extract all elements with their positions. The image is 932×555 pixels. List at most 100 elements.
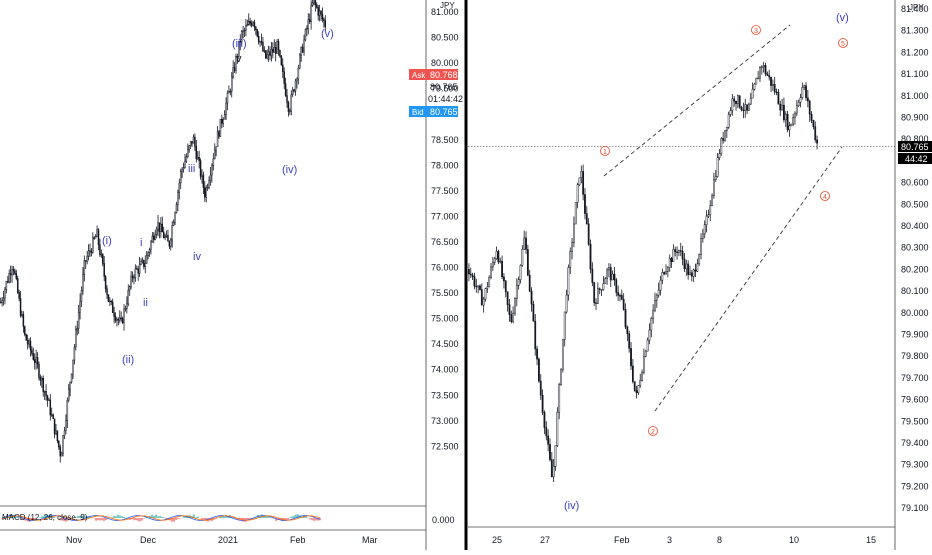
candle-body — [521, 248, 524, 266]
candle-body — [32, 353, 35, 360]
macd-signal-line — [1, 515, 321, 521]
candle-body — [711, 195, 713, 206]
candle-body — [12, 269, 15, 272]
candle-body — [196, 157, 199, 160]
candle-body — [215, 146, 217, 151]
bid-label: Bid — [412, 108, 424, 117]
channel-lower-line[interactable] — [654, 146, 843, 412]
candle-body — [506, 291, 509, 305]
candle-body — [280, 55, 283, 66]
wave-marker-2-text: 2 — [651, 429, 655, 436]
candle-body — [9, 273, 12, 276]
candle-body — [219, 118, 222, 137]
candle-body — [589, 243, 592, 270]
candle-body — [230, 76, 233, 92]
candle-body — [701, 233, 704, 239]
candle-body — [211, 165, 213, 176]
candle-body — [179, 171, 182, 184]
channel-upper-line[interactable] — [603, 24, 791, 177]
bid-price: 80.765 — [430, 107, 458, 117]
candle-body — [262, 41, 264, 52]
candle-body — [235, 56, 237, 71]
candle-body — [109, 300, 111, 303]
candle-body — [308, 19, 311, 22]
candle-body — [75, 329, 77, 348]
candle-body — [189, 141, 192, 147]
candle-body — [803, 85, 806, 88]
candle-body — [495, 251, 498, 260]
left-price-tick: 74.500 — [431, 339, 459, 349]
candle-body — [477, 285, 480, 288]
right-price-tick: 80.800 — [901, 134, 929, 144]
left-time-tick: Mar — [362, 535, 378, 545]
candle-body — [775, 91, 778, 93]
candle-body — [111, 301, 114, 313]
candle-body — [630, 348, 632, 367]
left-price-tick: 77.000 — [431, 211, 459, 221]
candle-body — [114, 316, 117, 321]
candle-body — [606, 269, 608, 279]
candle-body — [514, 298, 516, 314]
candle-body — [265, 50, 267, 59]
candle-body — [291, 89, 294, 96]
left-price-tick: 80.500 — [431, 33, 459, 43]
left-price-tick: 77.500 — [431, 186, 459, 196]
candle-body — [736, 95, 739, 105]
candle-body — [771, 84, 774, 86]
left-currency-label: JPY — [440, 1, 455, 10]
candle-body — [703, 224, 706, 235]
candle-body — [213, 149, 216, 160]
candle-body — [473, 276, 476, 287]
candle-body — [320, 10, 322, 15]
wave-marker-4-circle — [820, 191, 830, 201]
candle-body — [178, 182, 181, 193]
candle-body — [786, 113, 789, 131]
candle-body — [293, 89, 295, 92]
candle-body — [209, 174, 212, 181]
candle-body — [131, 275, 134, 278]
right-price-tick: 80.500 — [901, 199, 929, 209]
candle-body — [784, 113, 787, 121]
candle-body — [740, 106, 743, 111]
wave-label-iv-paren: (iv) — [282, 164, 297, 176]
candle-body — [147, 252, 149, 256]
candle-body — [650, 318, 653, 331]
ask-label: Ask — [412, 71, 426, 80]
candle-body — [501, 260, 503, 278]
candle-body — [289, 110, 291, 113]
right-price-tick: 79.300 — [901, 460, 929, 470]
candle-body — [144, 263, 147, 267]
candle-body — [666, 267, 669, 272]
right-price-tick: 79.500 — [901, 416, 929, 426]
wave-marker-3-circle — [751, 25, 761, 35]
candle-body — [160, 223, 162, 232]
candle-body — [515, 285, 518, 299]
candle-body — [707, 214, 710, 217]
candle-body — [45, 391, 47, 397]
candle-body — [552, 466, 555, 478]
candle-body — [471, 274, 474, 277]
candle-body — [113, 312, 115, 317]
candle-body — [631, 365, 634, 382]
candle-body — [690, 272, 693, 277]
candle-body — [296, 78, 298, 82]
candle-body — [7, 281, 9, 283]
right-time-tick: 25 — [492, 535, 502, 545]
candle-body — [242, 30, 244, 33]
candle-body — [56, 430, 59, 442]
candle-body — [14, 270, 16, 274]
candle-body — [781, 104, 783, 111]
candle-body — [69, 381, 71, 390]
right-time-ticks: 25 27 Feb 3 8 10 15 — [492, 535, 876, 545]
countdown-left: 01:44:42 — [428, 94, 463, 104]
candle-body — [127, 289, 130, 305]
candle-body — [31, 349, 33, 354]
candle-body — [652, 309, 655, 319]
candle-body — [222, 118, 224, 124]
candle-body — [672, 249, 675, 262]
candle-body — [80, 290, 83, 302]
candle-body — [689, 272, 691, 275]
wave-marker-3: 3 — [751, 25, 761, 35]
candle-body — [62, 435, 64, 454]
candle-body — [779, 103, 782, 111]
